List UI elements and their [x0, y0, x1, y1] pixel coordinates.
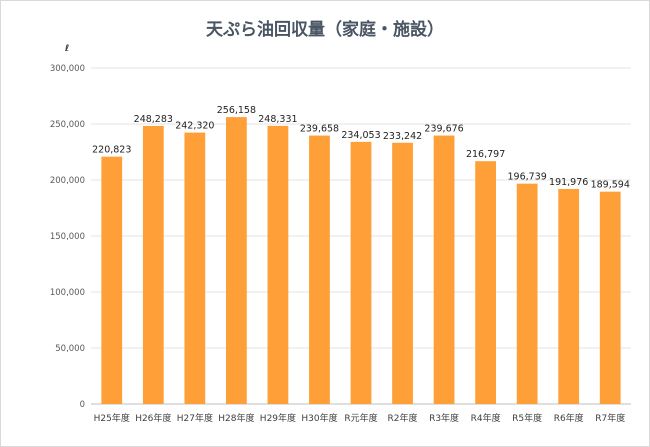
y-tick-label: 150,000 — [50, 232, 85, 242]
data-labels: 220,823248,283242,320256,158248,331239,6… — [92, 105, 630, 191]
bar — [475, 161, 496, 404]
data-label: 220,823 — [92, 145, 131, 156]
x-tick-label: R4年度 — [471, 412, 501, 424]
data-label: 216,797 — [466, 149, 505, 160]
bar — [516, 183, 538, 404]
y-tick-label: 250,000 — [50, 120, 85, 130]
bar — [433, 135, 455, 405]
bar — [267, 125, 289, 405]
x-axis: H25年度 H26年度 H27年度 H28年度 H29年度 H30年度 R元年度 R2年度 R3… — [94, 412, 626, 424]
chart-title: 天ぷら油回収量（家庭・施設） — [206, 20, 444, 40]
data-label: 239,658 — [300, 124, 339, 135]
x-tick-label: R5年度 — [512, 412, 542, 424]
y-tick-label: 50,000 — [55, 344, 85, 354]
x-tick-label: R7年度 — [595, 412, 625, 424]
x-tick-label: R元年度 — [344, 412, 377, 424]
y-axis: 0 50,000 100,000 150,000 200,000 250,000 300,0… — [50, 64, 85, 410]
bar — [142, 125, 164, 405]
x-tick-label: H30年度 — [301, 412, 337, 424]
bar — [350, 141, 372, 404]
data-label: 191,976 — [549, 177, 588, 188]
bar — [309, 135, 330, 404]
x-tick-label: H29年度 — [260, 412, 296, 424]
y-tick-label: 300,000 — [50, 64, 85, 74]
bar — [558, 188, 580, 404]
data-label: 248,331 — [258, 114, 297, 125]
data-label: 234,053 — [341, 130, 380, 141]
bar — [392, 142, 413, 404]
data-label: 242,320 — [175, 121, 214, 132]
x-tick-label: R2年度 — [388, 412, 418, 424]
data-label: 196,739 — [508, 172, 547, 183]
x-tick-label: H27年度 — [177, 412, 213, 424]
y-tick-label: 0 — [80, 400, 85, 410]
x-tick-label: H28年度 — [218, 412, 254, 424]
data-label: 256,158 — [217, 105, 256, 116]
bar — [184, 132, 206, 404]
x-tick-label: R3年度 — [429, 412, 459, 424]
y-tick-label: 200,000 — [50, 176, 85, 186]
x-tick-label: H25年度 — [94, 412, 130, 424]
bar — [599, 191, 621, 404]
data-label: 233,242 — [383, 131, 422, 142]
bar — [226, 117, 247, 405]
y-axis-unit-label: ℓ — [65, 44, 70, 54]
x-tick-label: R6年度 — [554, 412, 584, 424]
bars — [101, 117, 621, 405]
data-label: 248,283 — [134, 114, 173, 125]
data-label: 189,594 — [591, 180, 630, 191]
y-tick-label: 100,000 — [50, 288, 85, 298]
bar — [101, 156, 123, 404]
data-label: 239,676 — [424, 124, 463, 135]
x-tick-label: H26年度 — [135, 412, 171, 424]
